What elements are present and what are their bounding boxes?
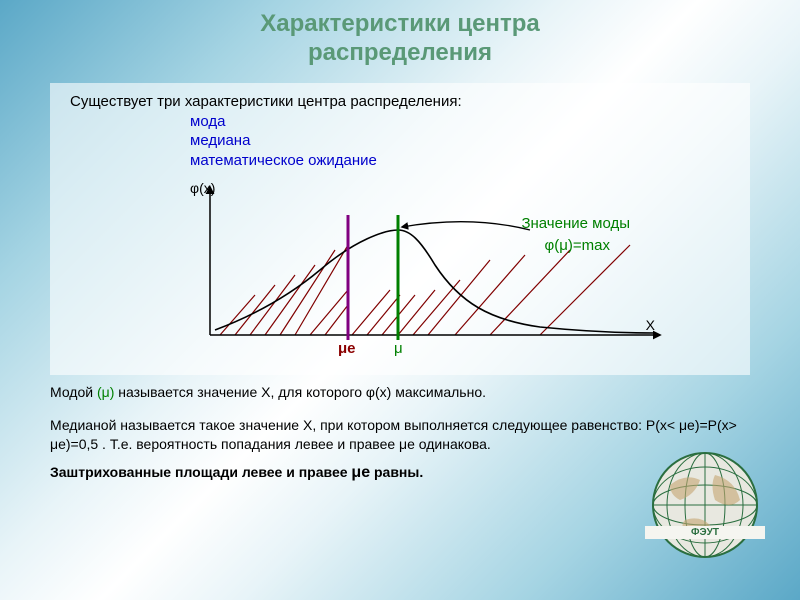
mode-annotation-1: Значение моды xyxy=(521,215,630,232)
intro-text: Существует три характеристики центра рас… xyxy=(70,93,730,110)
para1-pre: Модой xyxy=(50,384,97,400)
mode-marker-label: μ xyxy=(394,340,403,357)
footer-pre: Заштрихованные площади левее и правее xyxy=(50,464,351,480)
slide-title: Характеристики центра распределения xyxy=(0,0,800,73)
mode-annotation-2: φ(μ)=max xyxy=(545,237,610,254)
para1-green: (μ) xyxy=(97,384,114,400)
globe-label: ФЭУТ xyxy=(645,526,765,539)
x-axis-label: Х xyxy=(646,317,655,333)
chart-svg xyxy=(120,175,680,365)
list-item-expectation: математическое ожидание xyxy=(190,152,377,169)
globe-logo: ФЭУТ xyxy=(645,445,765,565)
median-marker-label: μе xyxy=(338,340,356,357)
title-line2: распределения xyxy=(308,39,492,66)
list-item-mediana: медиана xyxy=(190,132,250,149)
para1-post: называется значение Х, для которого φ(x)… xyxy=(114,384,486,400)
list-item-moda: мода xyxy=(190,113,225,130)
footer-post: равны. xyxy=(370,464,423,480)
characteristics-list: мода медиана математическое ожидание xyxy=(70,112,730,171)
globe-icon xyxy=(645,445,765,565)
y-axis-label: φ(x) xyxy=(190,180,215,196)
title-line1: Характеристики центра xyxy=(260,10,540,37)
content-box: Существует три характеристики центра рас… xyxy=(50,83,750,376)
mode-definition: Модой (μ) называется значение Х, для кот… xyxy=(50,383,750,402)
footer-mid: μе xyxy=(351,464,370,481)
distribution-chart: φ(x) Х Значение моды φ(μ)=max μе μ xyxy=(120,175,680,365)
